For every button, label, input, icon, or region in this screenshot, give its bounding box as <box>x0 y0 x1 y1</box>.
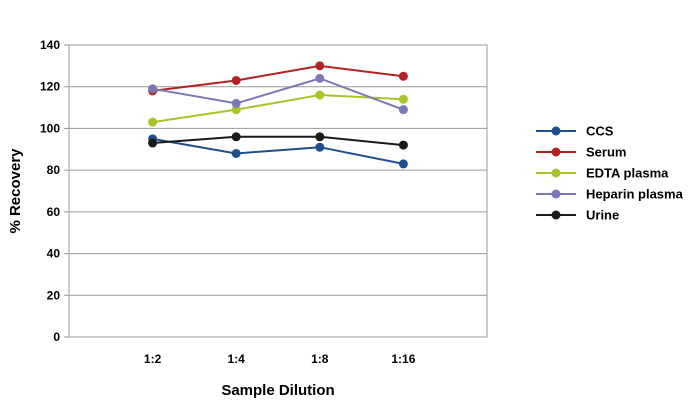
x-tick-label: 1:8 <box>311 352 329 366</box>
data-point-ccs <box>398 159 408 169</box>
legend-label: Heparin plasma <box>586 187 684 202</box>
series-line-serum <box>152 64 404 92</box>
series-lines <box>148 61 408 169</box>
data-point-urine <box>231 132 241 142</box>
y-tick-label: 40 <box>47 247 61 261</box>
series-heparin-plasma <box>148 73 408 115</box>
data-point-heparin-plasma <box>148 84 158 94</box>
y-tick-label: 60 <box>47 205 61 219</box>
x-tick-label: 1:16 <box>391 352 415 366</box>
gridlines <box>64 44 487 338</box>
data-point-heparin-plasma <box>398 105 408 115</box>
legend-item-heparin-plasma: Heparin plasma <box>536 187 684 202</box>
series-line-urine <box>152 135 404 147</box>
data-point-urine <box>398 140 408 150</box>
y-tick-label: 20 <box>47 288 61 302</box>
series-line-edta-plasma <box>152 94 404 124</box>
legend-swatch-marker <box>551 126 561 136</box>
y-tick-label: 80 <box>47 163 61 177</box>
data-point-heparin-plasma <box>231 98 241 108</box>
y-tick-label: 120 <box>40 80 60 94</box>
legend-label: CCS <box>586 124 614 139</box>
y-tick-label: 0 <box>53 330 60 344</box>
plot-area-frame <box>68 44 488 338</box>
legend-label: EDTA plasma <box>586 166 669 181</box>
data-point-edta-plasma <box>148 117 158 127</box>
y-axis-title: % Recovery <box>7 148 24 234</box>
x-axis-title: Sample Dilution <box>221 382 334 399</box>
legend-swatch-marker <box>551 168 561 178</box>
legend-swatch-marker <box>551 189 561 199</box>
data-point-urine <box>148 138 158 148</box>
legend-swatch-marker <box>551 210 561 220</box>
data-point-serum <box>231 75 241 85</box>
data-point-edta-plasma <box>315 90 325 100</box>
y-tick-label: 100 <box>40 121 60 135</box>
legend-item-ccs: CCS <box>536 124 614 139</box>
series-line-heparin-plasma <box>152 77 404 111</box>
legend-label: Urine <box>586 208 619 223</box>
x-tick-labels: 1:2 1:4 1:8 1:16 <box>144 352 416 366</box>
y-tick-label: 140 <box>40 38 60 52</box>
x-tick-label: 1:2 <box>144 352 162 366</box>
data-point-edta-plasma <box>398 94 408 104</box>
legend-label: Serum <box>586 145 626 160</box>
legend-swatch-marker <box>551 147 561 157</box>
data-point-urine <box>315 132 325 142</box>
data-point-serum <box>398 71 408 81</box>
data-point-edta-plasma <box>231 105 241 115</box>
data-point-heparin-plasma <box>315 73 325 83</box>
y-tick-labels: 0 20 40 60 80 100 120 140 <box>40 38 60 344</box>
series-edta-plasma <box>148 90 408 127</box>
legend-item-serum: Serum <box>536 145 626 160</box>
legend: CCS Serum EDTA plasma Heparin plasma Urine <box>536 124 684 223</box>
series-serum <box>148 61 408 96</box>
x-tick-label: 1:4 <box>228 352 246 366</box>
data-point-serum <box>315 61 325 71</box>
series-line-ccs <box>152 137 404 165</box>
data-point-ccs <box>231 148 241 158</box>
data-point-ccs <box>315 142 325 152</box>
series-urine <box>148 132 408 150</box>
legend-item-edta-plasma: EDTA plasma <box>536 166 669 181</box>
legend-item-urine: Urine <box>536 208 619 223</box>
